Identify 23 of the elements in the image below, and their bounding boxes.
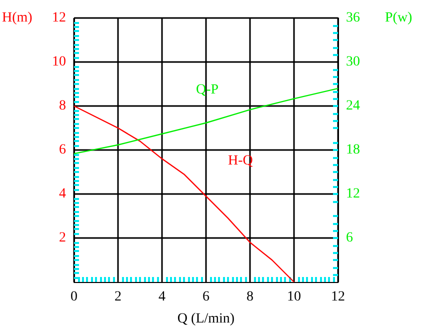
y2-tick-label: 18	[346, 142, 360, 158]
x-tick-label: 12	[331, 290, 345, 304]
x-tick-label: 0	[70, 290, 78, 304]
y-tick-label: 8	[59, 98, 66, 114]
y-axis-title: H(m)	[2, 10, 33, 26]
y-tick-label: 4	[59, 186, 66, 202]
x-tick-label: 4	[158, 290, 166, 304]
y2-tick-label: 6	[346, 230, 353, 246]
y2-tick-label: 12	[346, 186, 360, 202]
y-tick-label: 12	[52, 10, 66, 26]
y-tick-label: 2	[59, 230, 66, 246]
line-series	[73, 105, 295, 283]
y2-axis-title: P(w)	[385, 10, 413, 26]
x-axis-title: Q (L/min)	[177, 312, 235, 326]
y2-tick-label: 30	[346, 54, 360, 70]
x-tick-label: 2	[114, 290, 122, 304]
y2-tick-label: 36	[346, 10, 360, 26]
x-tick-label: 10	[287, 290, 301, 304]
x-tick-label: 8	[246, 290, 254, 304]
y-tick-label: 6	[59, 142, 66, 158]
x-tick-label: 6	[202, 290, 210, 304]
y-tick-label: 10	[52, 54, 66, 70]
y2-tick-label: 24	[346, 98, 360, 114]
